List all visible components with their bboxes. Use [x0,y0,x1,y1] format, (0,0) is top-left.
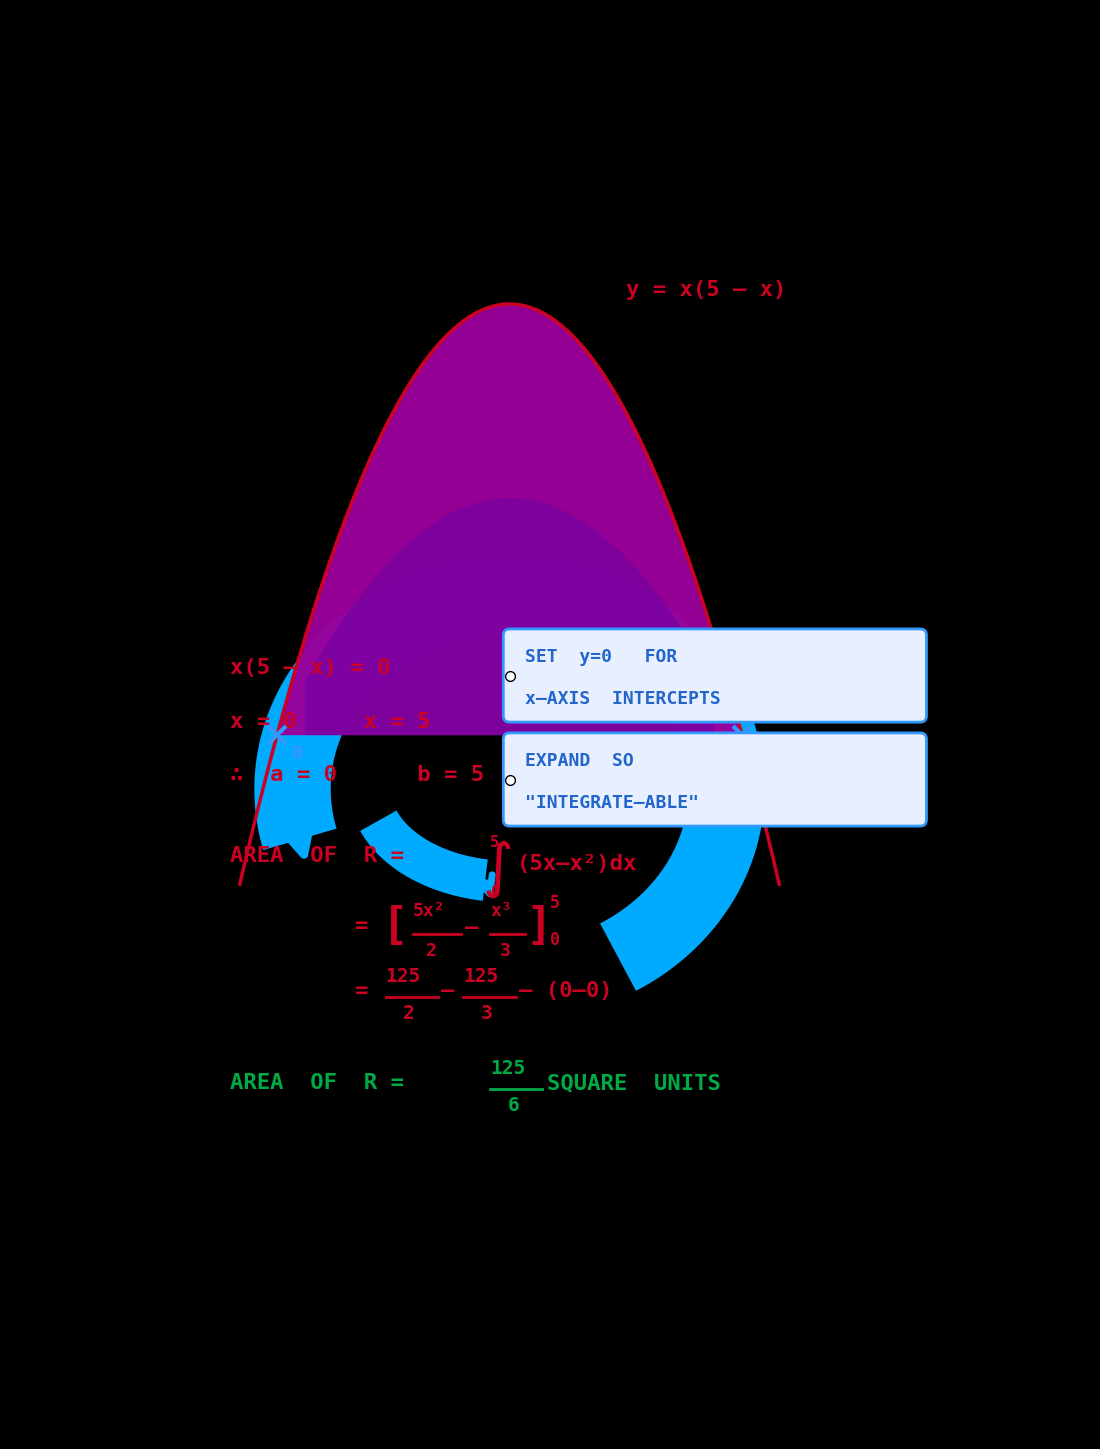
Text: 5x²: 5x² [412,903,446,920]
Text: SQUARE  UNITS: SQUARE UNITS [547,1074,721,1094]
Text: EXPAND  SO: EXPAND SO [525,752,634,769]
Polygon shape [305,498,714,735]
Text: ∴  a = 0      b = 5: ∴ a = 0 b = 5 [231,765,485,785]
Text: x³: x³ [491,903,512,920]
Text: ]: ] [525,906,552,948]
Text: x–AXIS  INTERCEPTS: x–AXIS INTERCEPTS [525,690,720,709]
Text: y = x(5 – x): y = x(5 – x) [626,280,786,300]
Text: – (0–0): – (0–0) [519,981,613,1001]
Text: –: – [441,981,454,1001]
Text: 5: 5 [491,835,499,851]
Text: 125: 125 [463,966,498,985]
Text: =: = [354,916,367,936]
Text: =: = [354,981,367,1001]
Text: x(5 – x) = 0: x(5 – x) = 0 [231,658,390,678]
Text: 5: 5 [550,894,560,913]
Text: (5x–x²)dx: (5x–x²)dx [517,853,638,874]
Text: 0: 0 [491,885,499,900]
Text: 125: 125 [385,966,420,985]
FancyBboxPatch shape [504,733,926,826]
Text: "INTEGRATE–ABLE": "INTEGRATE–ABLE" [525,794,698,813]
Text: AREA  OF  R =: AREA OF R = [231,1074,418,1094]
Text: –: – [464,917,477,938]
Polygon shape [277,304,742,735]
Text: AREA  OF  R =: AREA OF R = [231,846,418,867]
Text: x = 0     x = 5: x = 0 x = 5 [231,711,431,732]
Text: 3: 3 [481,1004,493,1023]
Text: $\int$: $\int$ [483,839,512,900]
Text: 2: 2 [404,1004,415,1023]
Text: a: a [290,742,304,762]
Text: 3: 3 [500,942,512,961]
Text: 6: 6 [508,1095,519,1114]
Text: SET  y=0   FOR: SET y=0 FOR [525,648,678,667]
FancyBboxPatch shape [504,629,926,722]
Text: 2: 2 [426,942,437,961]
Text: b: b [756,742,769,762]
Text: 125: 125 [491,1059,526,1078]
Text: 0: 0 [550,930,560,949]
Text: [: [ [382,906,408,948]
